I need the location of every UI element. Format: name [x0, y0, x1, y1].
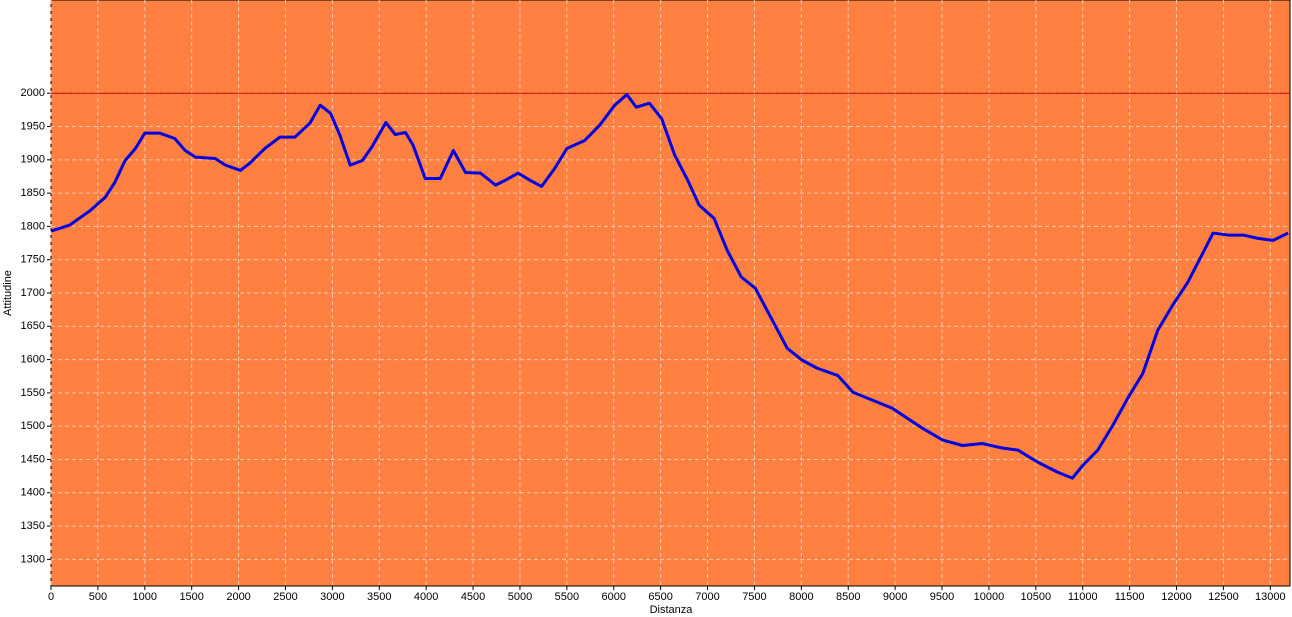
x-tick-label: 7000	[695, 591, 719, 603]
x-tick-label: 9000	[883, 591, 907, 603]
y-tick-label: 1500	[21, 420, 45, 432]
y-tick-label: 1850	[21, 187, 45, 199]
x-tick-label: 7500	[742, 591, 766, 603]
y-tick-label: 2000	[21, 87, 45, 99]
x-tick-label: 11000	[1068, 591, 1098, 603]
y-tick-label: 1600	[21, 353, 45, 365]
x-tick-label: 6000	[602, 591, 626, 603]
x-tick-label: 11500	[1115, 591, 1145, 603]
y-tick-label: 1350	[21, 520, 45, 532]
x-tick-label: 10500	[1021, 591, 1052, 603]
x-tick-label: 2500	[273, 591, 297, 603]
elevation-line	[50, 93, 1289, 480]
x-tick-label: 12500	[1208, 591, 1239, 603]
x-tick-label: 8500	[836, 591, 860, 603]
x-tick-label: 0	[48, 591, 54, 603]
x-tick-label: 6500	[648, 591, 672, 603]
x-tick-label: 3000	[320, 591, 344, 603]
x-tick-label: 4500	[461, 591, 485, 603]
x-tick-label: 500	[89, 591, 107, 603]
x-tick-label: 12000	[1161, 591, 1192, 603]
y-tick-label: 1950	[21, 120, 45, 132]
x-tick-label: 13000	[1255, 591, 1286, 603]
y-tick-label: 1650	[21, 320, 45, 332]
x-tick-label: 5500	[555, 591, 579, 603]
x-tick-label: 5000	[508, 591, 532, 603]
x-tick-label: 9500	[930, 591, 954, 603]
x-tick-label: 10000	[974, 591, 1005, 603]
y-tick-label: 1700	[21, 287, 45, 299]
x-tick-label: 3500	[367, 591, 391, 603]
y-tick-label: 1900	[21, 154, 45, 166]
x-tick-label: 1500	[179, 591, 203, 603]
x-tick-label: 2000	[226, 591, 250, 603]
y-tick-label: 1450	[21, 453, 45, 465]
y-tick-label: 1800	[21, 220, 45, 232]
y-tick-label: 1550	[21, 387, 45, 399]
x-axis-label: Distanza	[650, 604, 694, 616]
y-tick-label: 1750	[21, 254, 45, 266]
x-tick-label: 4000	[414, 591, 438, 603]
y-tick-label: 1400	[21, 487, 45, 499]
y-tick-label: 1300	[21, 553, 45, 565]
x-tick-label: 1000	[133, 591, 157, 603]
y-axis-label: Attitudine	[2, 270, 14, 316]
x-tick-label: 8000	[789, 591, 813, 603]
